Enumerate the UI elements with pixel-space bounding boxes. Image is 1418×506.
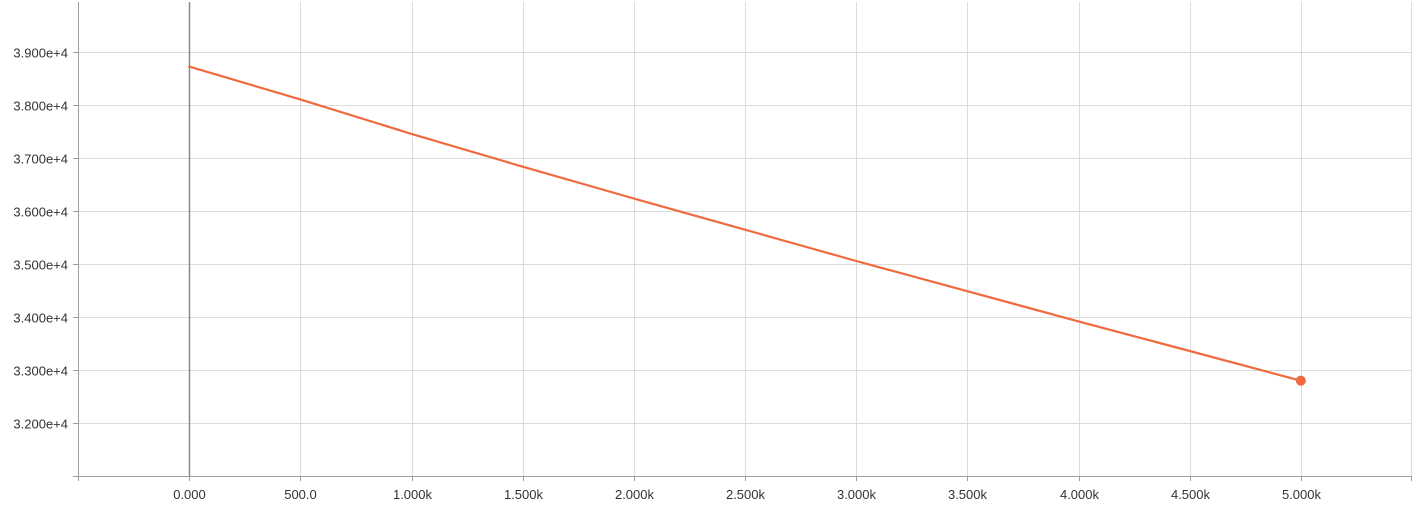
y-tick-label: 3.500e+4 xyxy=(13,258,68,273)
x-tick-label: 500.0 xyxy=(284,487,317,502)
y-tick-label: 3.800e+4 xyxy=(13,99,68,114)
x-tick-label: 4.500k xyxy=(1171,487,1211,502)
series-line xyxy=(188,65,1302,382)
y-tick-label: 3.700e+4 xyxy=(13,152,68,167)
x-tick-label: 1.000k xyxy=(393,487,433,502)
x-tick-label: 3.000k xyxy=(837,487,877,502)
series-layer xyxy=(188,65,1306,386)
y-tick-label: 3.300e+4 xyxy=(13,364,68,379)
grid xyxy=(78,2,1412,476)
y-tick-label: 3.900e+4 xyxy=(13,46,68,61)
x-tick-label: 1.500k xyxy=(504,487,544,502)
x-tick-label: 2.000k xyxy=(615,487,655,502)
x-tick-label: 5.000k xyxy=(1282,487,1322,502)
y-tick-label: 3.400e+4 xyxy=(13,311,68,326)
x-tick-label: 4.000k xyxy=(1060,487,1100,502)
y-tick-label: 3.600e+4 xyxy=(13,205,68,220)
x-tick-label: 3.500k xyxy=(948,487,988,502)
y-tick-label: 3.200e+4 xyxy=(13,417,68,432)
y-axis-ticks: 3.200e+4 3.300e+4 3.400e+4 3.500e+4 3.600e+4… xyxy=(13,46,78,477)
x-axis-ticks: 0.000 500.0 1.000k 1.500k 2.000k 2.500k 3.000k… xyxy=(78,476,1412,502)
x-tick-label: 0.000 xyxy=(173,487,206,502)
x-tick-label: 2.500k xyxy=(726,487,766,502)
last-point-marker xyxy=(1295,375,1306,386)
